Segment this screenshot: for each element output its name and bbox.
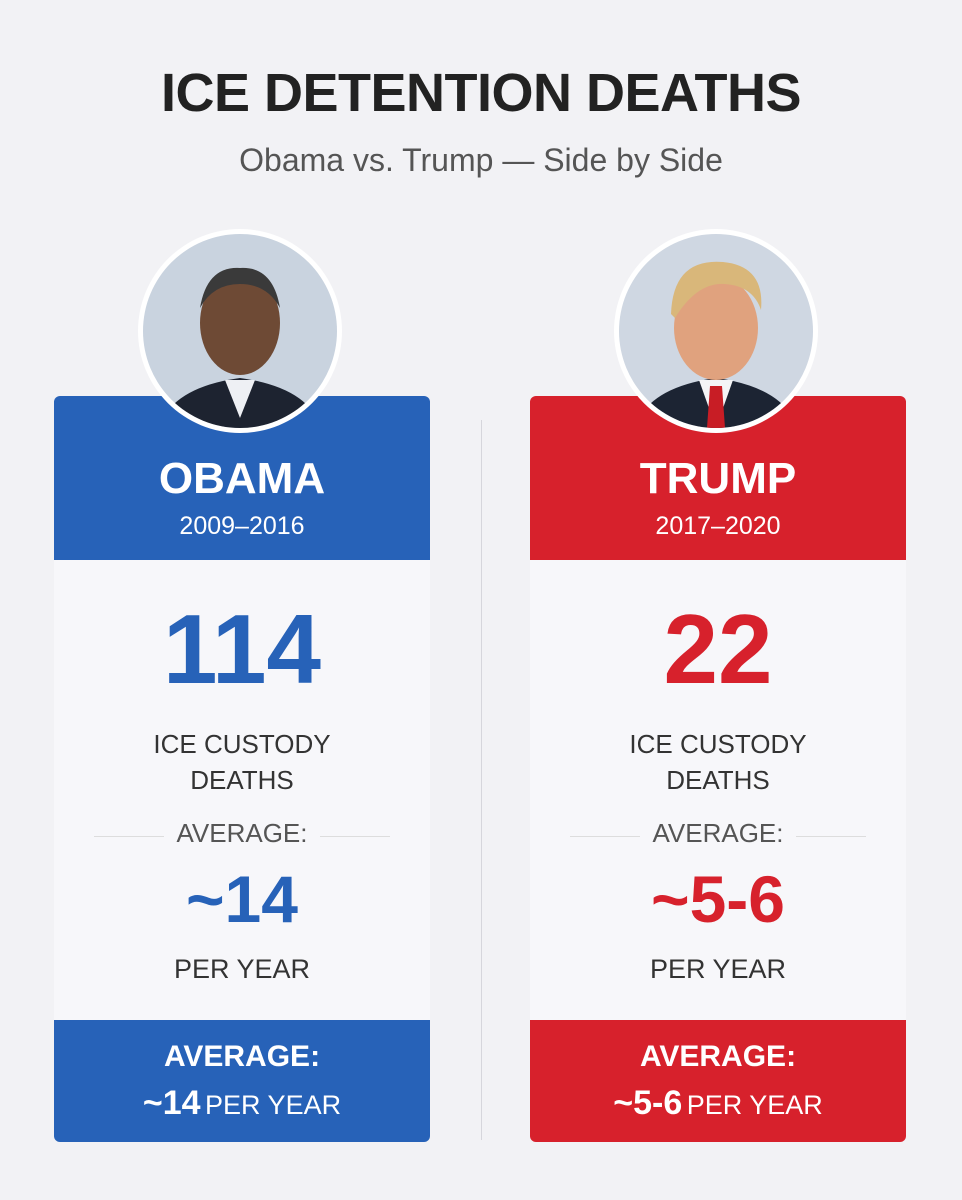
count: 22 xyxy=(663,594,773,704)
rule xyxy=(570,836,640,837)
count-label: ICE CUSTODY DEATHS xyxy=(153,729,331,795)
average: ~14 xyxy=(186,862,298,936)
portrait xyxy=(614,229,818,433)
panel-body: 22 ICE CUSTODY DEATHS AVERAGE: ~5-6 PER … xyxy=(530,560,906,1020)
footer-unit: PER YEAR xyxy=(686,1090,823,1120)
panel-name: TRUMP xyxy=(639,454,797,503)
panel-footer: AVERAGE: ~5-6 PER YEAR xyxy=(530,1020,906,1142)
panel-years: 2009–2016 xyxy=(179,512,305,540)
average-label: AVERAGE: xyxy=(652,818,784,848)
panel-right: TRUMP 2017–2020 22 ICE CUSTODY DEATHS AV… xyxy=(530,396,906,1142)
subtitle: Obama vs. Trump — Side by Side xyxy=(239,142,723,178)
panel-years: 2017–2020 xyxy=(655,512,781,540)
footer-line: ~14 PER YEAR xyxy=(54,1084,430,1123)
footer-line: ~5-6 PER YEAR xyxy=(530,1084,906,1123)
count: 114 xyxy=(162,594,322,704)
portrait-tie xyxy=(707,386,725,428)
rule xyxy=(796,836,866,837)
footer-value: ~14 xyxy=(142,1084,201,1122)
panel-name: OBAMA xyxy=(158,454,326,503)
footer-unit: PER YEAR xyxy=(205,1090,342,1120)
rule xyxy=(320,836,390,837)
portrait-hair xyxy=(200,267,280,308)
portrait-hair xyxy=(671,261,762,318)
footer-label: AVERAGE: xyxy=(639,1040,797,1073)
panel-header: TRUMP 2017–2020 xyxy=(530,396,906,560)
panel-footer: AVERAGE: ~14 PER YEAR xyxy=(54,1020,430,1142)
average-label: AVERAGE: xyxy=(176,818,308,848)
panel-left: OBAMA 2009–2016 114 ICE CUSTODY DEATHS A… xyxy=(54,396,430,1142)
average: ~5-6 xyxy=(651,862,785,936)
count-label: ICE CUSTODY DEATHS xyxy=(629,729,807,795)
per-year: PER YEAR xyxy=(173,954,311,984)
portrait-shirt xyxy=(225,380,255,418)
portrait-face xyxy=(674,276,758,380)
footer-label: AVERAGE: xyxy=(163,1040,321,1073)
divider xyxy=(481,420,482,1140)
per-year: PER YEAR xyxy=(649,954,787,984)
portrait xyxy=(138,229,342,433)
rule xyxy=(94,836,164,837)
title: ICE DETENTION DEATHS xyxy=(160,63,802,123)
panel-body: 114 ICE CUSTODY DEATHS AVERAGE: ~14 PER … xyxy=(54,560,430,1020)
portrait-face xyxy=(200,271,280,375)
footer-value: ~5-6 xyxy=(613,1084,683,1122)
